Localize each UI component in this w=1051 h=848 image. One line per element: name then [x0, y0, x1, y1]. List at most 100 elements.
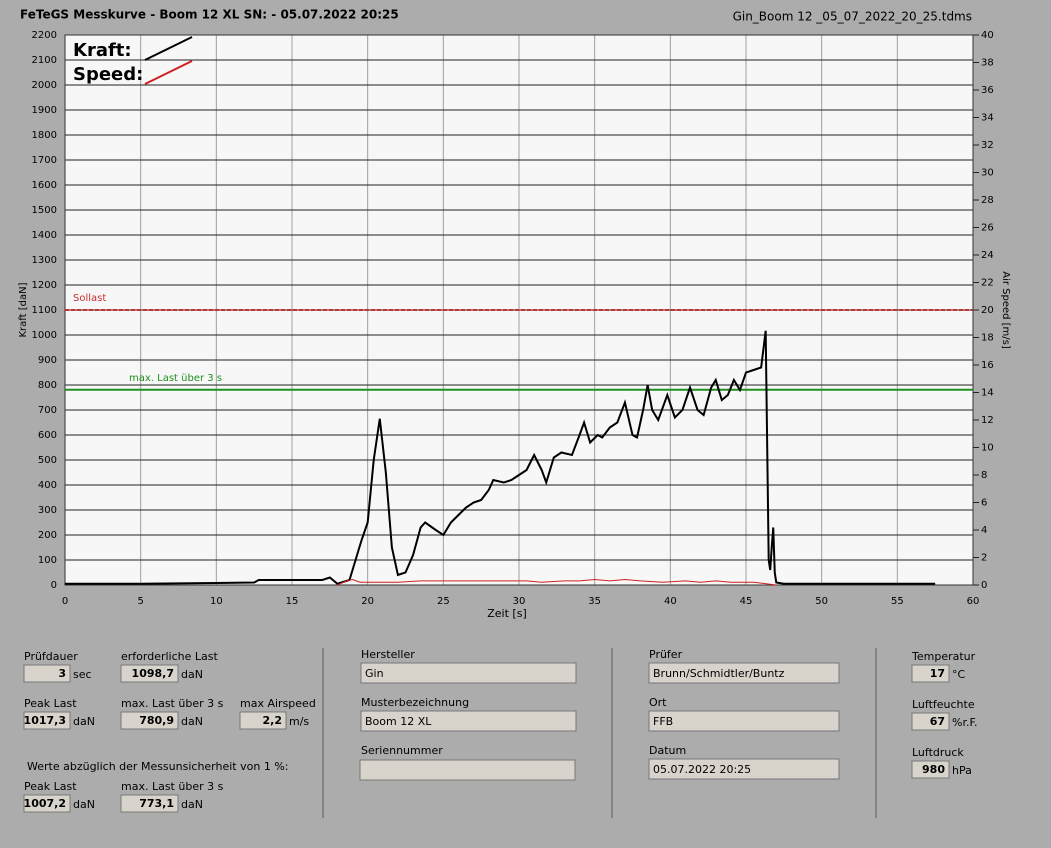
y-tick-label: 800 [38, 380, 57, 391]
y2-tick-label: 20 [981, 305, 994, 316]
series-line [337, 578, 777, 586]
field-label: max Airspeed [240, 697, 316, 710]
y-tick-label: 600 [38, 430, 57, 441]
y2-tick-label: 16 [981, 360, 994, 371]
field-box [120, 711, 179, 730]
field-unit: daN [181, 798, 203, 811]
x-tick-label: 30 [513, 596, 526, 607]
y-tick-label: 500 [38, 455, 57, 466]
field-value: 67 [930, 715, 945, 728]
field-value: 980 [922, 763, 945, 776]
field-box [911, 712, 950, 731]
field-value: 780,9 [139, 714, 174, 727]
x-tick-label: 35 [588, 596, 601, 607]
field-value: 3 [58, 667, 66, 680]
form-panel: Prüfdauer 3 sec erforderliche Last 1098,7 daN… [23, 648, 978, 818]
y-tick-label: 400 [38, 480, 57, 491]
y2-tick-label: 24 [981, 250, 994, 261]
field-box [360, 662, 577, 684]
y2-tick-label: 12 [981, 415, 994, 426]
y-tick-label: 2000 [32, 80, 57, 91]
x-tick-label: 40 [664, 596, 677, 607]
x-tick-label: 55 [891, 596, 904, 607]
y2-tick-label: 14 [981, 388, 994, 399]
legend-label: Speed: [73, 64, 143, 85]
field-label: erforderliche Last [121, 650, 218, 663]
y-tick-label: 1200 [32, 280, 57, 291]
field-box [120, 794, 179, 813]
field-unit: sec [73, 668, 92, 681]
x-axis-label: Zeit [s] [487, 607, 526, 620]
y-tick-label: 2100 [32, 55, 57, 66]
legend-label: Kraft: [73, 40, 132, 61]
y2-tick-label: 4 [981, 525, 987, 536]
y-tick-label: 300 [38, 505, 57, 516]
field-unit: %r.F. [952, 716, 978, 729]
field-box [911, 760, 950, 779]
field-value: 05.07.2022 20:25 [653, 763, 751, 776]
y-tick-label: 900 [38, 355, 57, 366]
field-value: 17 [930, 667, 945, 680]
y-tick-label: 1700 [32, 155, 57, 166]
x-tick-label: 15 [286, 596, 299, 607]
seriennummer-field[interactable] [359, 759, 576, 781]
y-tick-label: 0 [51, 580, 57, 591]
field-unit: °C [952, 668, 966, 681]
y2-tick-label: 18 [981, 333, 994, 344]
field-box [23, 664, 71, 683]
note: Werte abzüglich der Messunsicherheit von… [27, 760, 288, 773]
legend-swatch [144, 36, 193, 61]
field-box [23, 794, 71, 813]
y-tick-label: 700 [38, 405, 57, 416]
y-tick-label: 1900 [32, 105, 57, 116]
field-label: Prüfdauer [24, 650, 78, 663]
field-box [911, 664, 950, 683]
field-box [23, 711, 71, 730]
field-label: Peak Last [24, 780, 77, 793]
field-box [648, 758, 840, 780]
field-label: Datum [649, 744, 686, 757]
field-box [360, 710, 577, 732]
file-name: Gin_Boom 12 _05_07_2022_20_25.tdms [733, 10, 972, 24]
y-tick-label: 1500 [32, 205, 57, 216]
field-value: 1007,2 [24, 797, 66, 810]
field-value: Gin [365, 667, 384, 680]
x-tick-label: 5 [137, 596, 143, 607]
field-value: 773,1 [139, 797, 174, 810]
field-box [648, 710, 840, 732]
y2-tick-label: 36 [981, 85, 994, 96]
y2-tick-label: 6 [981, 498, 987, 509]
series-line [65, 330, 936, 585]
y2-tick-label: 0 [981, 580, 987, 591]
field-label: Prüfer [649, 648, 683, 661]
field-unit: daN [73, 715, 95, 728]
field-value: 1017,3 [24, 714, 66, 727]
field-label: max. Last über 3 s [121, 780, 224, 793]
x-tick-label: 45 [740, 596, 753, 607]
field-value: Boom 12 XL [365, 715, 432, 728]
y2-tick-label: 32 [981, 140, 994, 151]
y2-tick-label: 28 [981, 195, 994, 206]
field-value: FFB [653, 715, 673, 728]
reference-label: max. Last über 3 s [129, 373, 222, 384]
y-tick-label: 1000 [32, 330, 57, 341]
y-tick-label: 1100 [32, 305, 57, 316]
field-box [120, 664, 179, 683]
reference-label: Sollast [73, 293, 106, 304]
x-tick-label: 10 [210, 596, 223, 607]
field-label: Seriennummer [361, 744, 443, 757]
field-value: 1098,7 [132, 667, 174, 680]
field-box [239, 711, 287, 730]
field-unit: daN [73, 798, 95, 811]
field-unit: hPa [952, 764, 972, 777]
y-tick-label: 200 [38, 530, 57, 541]
field-unit: daN [181, 668, 203, 681]
field-box [648, 662, 840, 684]
field-label: Temperatur [911, 650, 976, 663]
field-unit: daN [181, 715, 203, 728]
chart-title: FeTeGS Messkurve - Boom 12 XL SN: - 05.0… [20, 8, 399, 22]
y2-tick-label: 34 [981, 113, 994, 124]
field-label: max. Last über 3 s [121, 697, 224, 710]
x-tick-label: 25 [437, 596, 450, 607]
